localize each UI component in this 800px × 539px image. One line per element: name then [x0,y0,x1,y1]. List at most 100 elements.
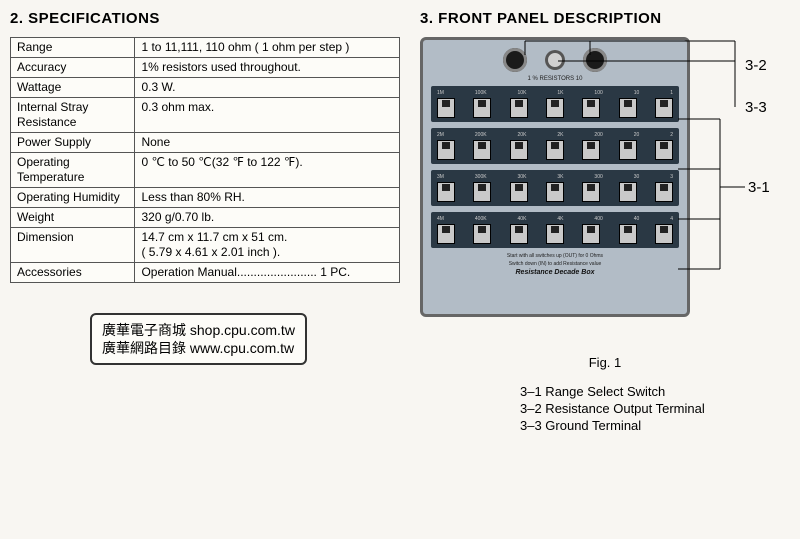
switch-row: 4M400K40K4K400404 [431,212,679,248]
switch-label: 3M [437,174,444,180]
switch-label: 10 [634,90,640,96]
table-row: Internal Stray Resistance0.3 ohm max. [11,98,400,133]
figure-caption: Fig. 1 [420,355,790,370]
callout-3-1: 3-1 [748,179,770,196]
spec-value: 0.3 ohm max. [135,98,400,133]
callout-legend: 3–1 Range Select Switch 3–2 Resistance O… [520,384,790,435]
dip-switch [437,182,455,202]
dip-switch [619,224,637,244]
table-row: Operating HumidityLess than 80% RH. [11,188,400,208]
dip-switch [473,224,491,244]
switch-label: 40K [518,216,527,222]
callout-3-3: 3-3 [745,99,767,116]
dip-switch [655,98,673,118]
legend-3-1: 3–1 Range Select Switch [520,384,790,401]
dip-switch [510,224,528,244]
spec-key: Operating Humidity [11,188,135,208]
spec-key: Operating Temperature [11,153,135,188]
switch-label: 40 [634,216,640,222]
dip-switch [546,140,564,160]
legend-3-3: 3–3 Ground Terminal [520,418,790,435]
spec-key: Internal Stray Resistance [11,98,135,133]
switch-label: 20 [634,132,640,138]
binding-post-right [583,48,607,72]
switch-label: 300K [475,174,487,180]
device-title: Resistance Decade Box [431,269,679,276]
dip-switch [619,140,637,160]
switch-label: 2K [557,132,563,138]
dip-switch [546,224,564,244]
switch-label: 2M [437,132,444,138]
callout-3-2: 3-2 [745,57,767,74]
dip-switch [546,98,564,118]
table-row: Accuracy1% resistors used throughout. [11,58,400,78]
switch-label: 4 [670,216,673,222]
stamp-line2: 廣華網路目錄 www.cpu.com.tw [102,339,295,357]
spec-value: Less than 80% RH. [135,188,400,208]
spec-value: 1 to 11,111, 110 ohm ( 1 ohm per step ) [135,38,400,58]
spec-key: Accessories [11,263,135,283]
dip-switch [510,182,528,202]
dip-switch [655,224,673,244]
stamp-line1: 廣華電子商城 shop.cpu.com.tw [102,321,295,339]
spec-key: Power Supply [11,133,135,153]
switch-label: 2 [670,132,673,138]
dip-switch [473,98,491,118]
switch-label: 200 [594,132,602,138]
spec-value: None [135,133,400,153]
switch-label: 3 [670,174,673,180]
spec-value: 0.3 W. [135,78,400,98]
dip-switch [655,140,673,160]
switch-label: 3K [557,174,563,180]
switch-label: 300 [594,174,602,180]
device-illustration: 1 % RESISTORS 10 1M 100K 10K 1K 100 10 1 2M 200K… [420,37,690,317]
table-row: Dimension14.7 cm x 11.7 cm x 51 cm.( 5.7… [11,228,400,263]
spec-value: 1% resistors used throughout. [135,58,400,78]
table-row: Operating Temperature0 ℃ to 50 ℃(32 ℉ to… [11,153,400,188]
dip-switch [510,98,528,118]
device-top-label: 1 % RESISTORS 10 [431,76,679,82]
dip-switch [619,182,637,202]
specifications-heading: 2. SPECIFICATIONS [10,10,400,27]
switch-label: 100K [475,90,487,96]
switch-label: 100 [594,90,602,96]
switch-row: 2M 200K 20K 2K 200 20 2 [431,128,679,164]
device-instruction-1: Start with all switches up (OUT) for 0 O… [431,254,679,260]
switch-label: 4K [557,216,563,222]
dip-switch [437,98,455,118]
dip-switch [619,98,637,118]
switch-label: 1K [557,90,563,96]
table-row: Range1 to 11,111, 110 ohm ( 1 ohm per st… [11,38,400,58]
spec-key: Wattage [11,78,135,98]
switch-label: 4M [437,216,444,222]
switch-label: 10K [518,90,527,96]
dip-switch [473,140,491,160]
specifications-table: Range1 to 11,111, 110 ohm ( 1 ohm per st… [10,37,400,283]
spec-key: Accuracy [11,58,135,78]
dip-switch [437,140,455,160]
table-row: Wattage0.3 W. [11,78,400,98]
spec-key: Weight [11,208,135,228]
switch-label: 20K [518,132,527,138]
spec-key: Dimension [11,228,135,263]
dip-switch [546,182,564,202]
dip-switch [582,224,600,244]
table-row: Weight320 g/0.70 lb. [11,208,400,228]
legend-3-2: 3–2 Resistance Output Terminal [520,401,790,418]
switch-label: 1M [437,90,444,96]
front-panel-heading: 3. FRONT PANEL DESCRIPTION [420,10,790,27]
switch-label: 200K [475,132,487,138]
dip-switch [582,98,600,118]
binding-post-left [503,48,527,72]
spec-value: Operation Manual........................… [135,263,400,283]
dip-switch [437,224,455,244]
table-row: Power SupplyNone [11,133,400,153]
spec-value: 0 ℃ to 50 ℃(32 ℉ to 122 ℉). [135,153,400,188]
switch-label: 1 [670,90,673,96]
spec-value: 320 g/0.70 lb. [135,208,400,228]
device-instruction-2: Switch down (IN) to add Resistance value [431,262,679,268]
dip-switch [473,182,491,202]
vendor-stamp: 廣華電子商城 shop.cpu.com.tw 廣華網路目錄 www.cpu.co… [90,313,307,365]
spec-key: Range [11,38,135,58]
spec-value: 14.7 cm x 11.7 cm x 51 cm.( 5.79 x 4.61 … [135,228,400,263]
